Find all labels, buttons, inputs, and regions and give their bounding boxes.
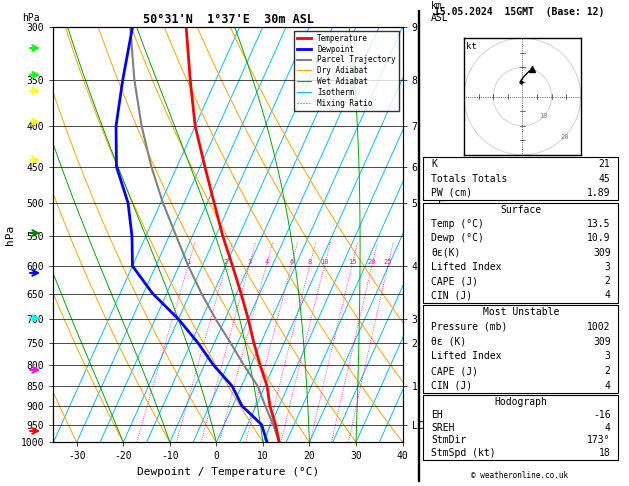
- Text: 2: 2: [604, 276, 611, 286]
- Text: © weatheronline.co.uk: © weatheronline.co.uk: [470, 471, 568, 480]
- Text: 4: 4: [604, 381, 611, 391]
- Text: 4: 4: [604, 422, 611, 433]
- Text: SREH: SREH: [431, 422, 455, 433]
- Text: θε (K): θε (K): [431, 337, 466, 347]
- Text: 4: 4: [264, 259, 269, 265]
- Text: Dewp (°C): Dewp (°C): [431, 233, 484, 243]
- Text: 2: 2: [604, 366, 611, 376]
- Text: 309: 309: [593, 247, 611, 258]
- Text: 25: 25: [384, 259, 392, 265]
- Text: 8: 8: [308, 259, 312, 265]
- Text: CIN (J): CIN (J): [431, 381, 472, 391]
- Text: Totals Totals: Totals Totals: [431, 174, 508, 184]
- Text: Hodograph: Hodograph: [494, 397, 547, 407]
- FancyBboxPatch shape: [423, 157, 618, 200]
- Title: 50°31'N  1°37'E  30m ASL: 50°31'N 1°37'E 30m ASL: [143, 13, 313, 26]
- Text: 309: 309: [593, 337, 611, 347]
- Text: Surface: Surface: [500, 205, 542, 215]
- Text: -16: -16: [593, 410, 611, 420]
- Text: 15: 15: [348, 259, 356, 265]
- Text: EH: EH: [431, 410, 443, 420]
- Text: 10: 10: [320, 259, 329, 265]
- Text: kt: kt: [466, 42, 477, 51]
- Text: 21: 21: [599, 159, 611, 170]
- Text: 20: 20: [560, 134, 569, 139]
- Text: StmSpd (kt): StmSpd (kt): [431, 448, 496, 458]
- Text: 3: 3: [604, 351, 611, 361]
- X-axis label: Dewpoint / Temperature (°C): Dewpoint / Temperature (°C): [137, 467, 319, 477]
- FancyBboxPatch shape: [423, 203, 618, 302]
- Text: 3: 3: [604, 262, 611, 272]
- Text: 1: 1: [186, 259, 191, 265]
- Text: 20: 20: [368, 259, 376, 265]
- FancyBboxPatch shape: [423, 396, 618, 460]
- Text: 2: 2: [224, 259, 228, 265]
- Text: Lifted Index: Lifted Index: [431, 262, 501, 272]
- Text: 15.05.2024  15GMT  (Base: 12): 15.05.2024 15GMT (Base: 12): [434, 7, 604, 17]
- Text: 13.5: 13.5: [587, 219, 611, 229]
- Text: PW (cm): PW (cm): [431, 188, 472, 198]
- Text: 173°: 173°: [587, 435, 611, 445]
- Text: Lifted Index: Lifted Index: [431, 351, 501, 361]
- Text: CAPE (J): CAPE (J): [431, 366, 478, 376]
- Text: StmDir: StmDir: [431, 435, 466, 445]
- Text: 45: 45: [599, 174, 611, 184]
- Text: 6: 6: [289, 259, 294, 265]
- Y-axis label: hPa: hPa: [6, 225, 15, 244]
- Text: km
ASL: km ASL: [430, 1, 448, 22]
- Text: 3: 3: [247, 259, 252, 265]
- Text: Temp (°C): Temp (°C): [431, 219, 484, 229]
- Text: 4: 4: [604, 291, 611, 300]
- Text: 10: 10: [539, 113, 548, 119]
- Text: K: K: [431, 159, 437, 170]
- Text: 1002: 1002: [587, 322, 611, 332]
- Text: Most Unstable: Most Unstable: [482, 307, 559, 317]
- FancyBboxPatch shape: [423, 305, 618, 393]
- Text: θε(K): θε(K): [431, 247, 460, 258]
- Text: hPa: hPa: [22, 13, 40, 22]
- Text: 1.89: 1.89: [587, 188, 611, 198]
- Text: CIN (J): CIN (J): [431, 291, 472, 300]
- Text: 10.9: 10.9: [587, 233, 611, 243]
- Text: CAPE (J): CAPE (J): [431, 276, 478, 286]
- Text: Pressure (mb): Pressure (mb): [431, 322, 508, 332]
- Text: 18: 18: [599, 448, 611, 458]
- Legend: Temperature, Dewpoint, Parcel Trajectory, Dry Adiabat, Wet Adiabat, Isotherm, Mi: Temperature, Dewpoint, Parcel Trajectory…: [294, 31, 399, 111]
- Y-axis label: Mixing Ratio (g/kg): Mixing Ratio (g/kg): [436, 179, 446, 290]
